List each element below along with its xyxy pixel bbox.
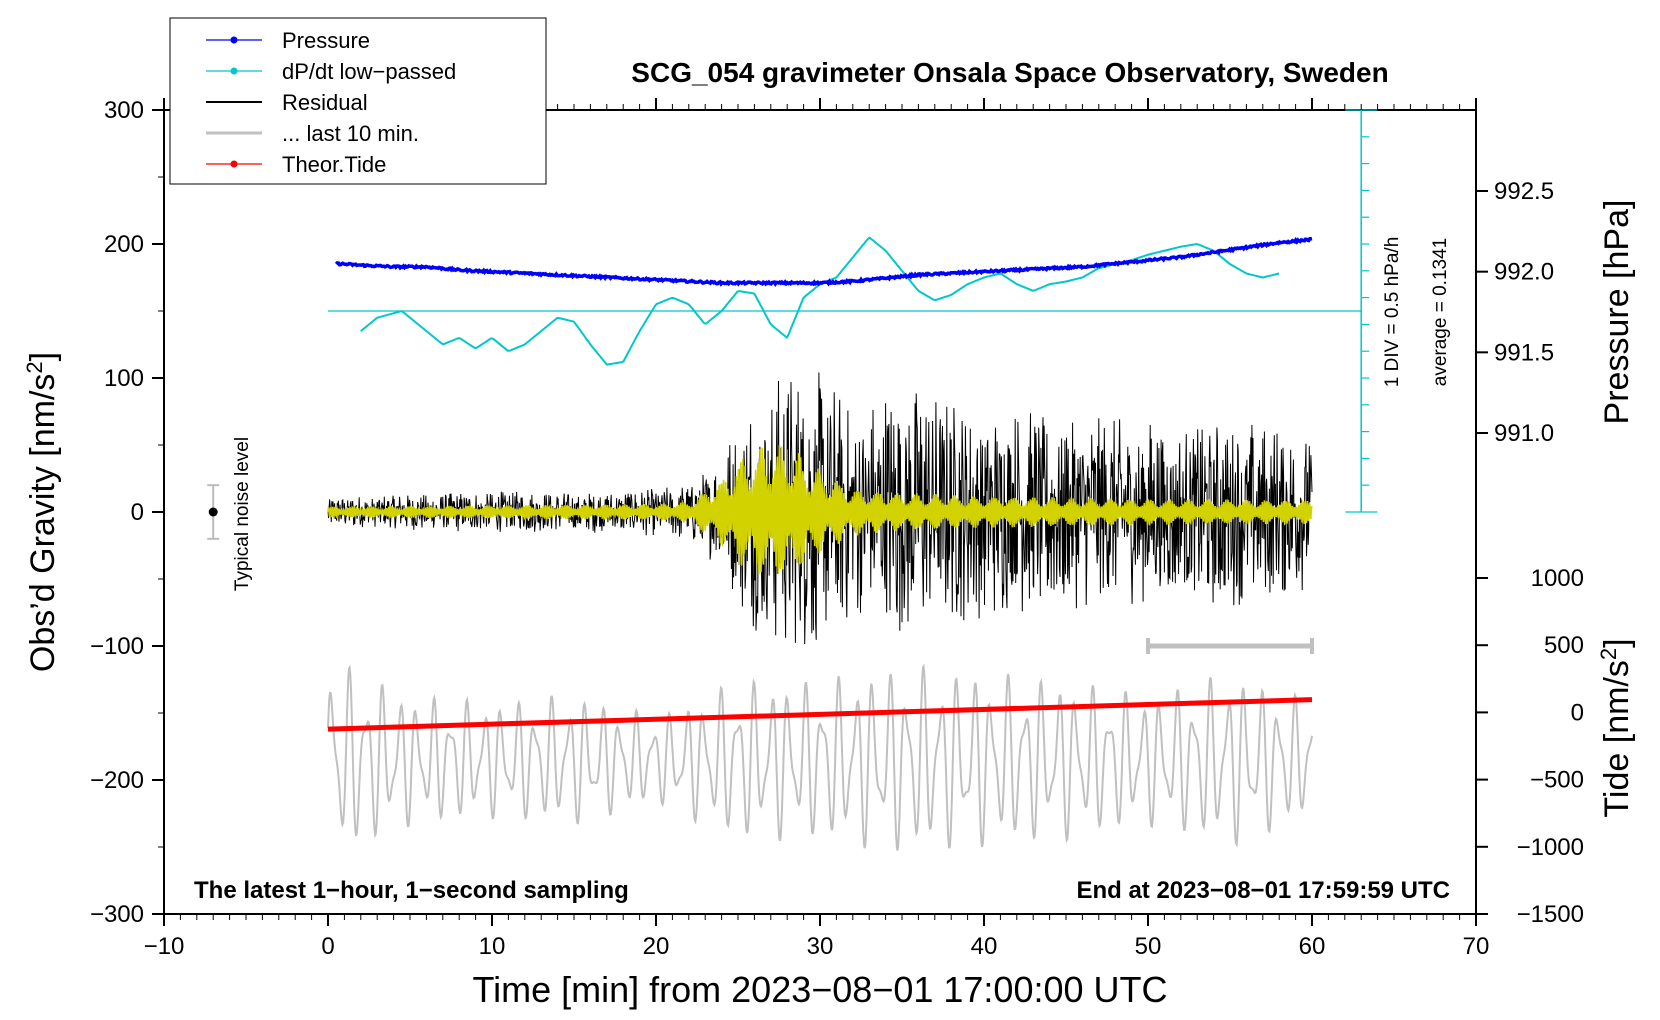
legend-label-pressure: Pressure	[282, 28, 370, 53]
y-axis-label-left-sup: 2	[22, 361, 47, 373]
pressure-line	[334, 236, 1313, 288]
x-tick-label: 60	[1299, 933, 1326, 960]
legend: Pressure dP/dt low−passed Residual ... l…	[169, 17, 547, 185]
noise-level-bar	[207, 484, 220, 540]
y-axis-label-tide-end: ]	[1598, 638, 1636, 647]
y-tick-label: −100	[90, 633, 144, 660]
theor-tide-line	[327, 697, 1313, 732]
series-pressure	[334, 236, 1313, 288]
last-10-min-line	[327, 663, 1313, 851]
y-tick-label: −300	[90, 901, 144, 928]
annotation-end-time: End at 2023−08−01 17:59:59 UTC	[1076, 877, 1450, 904]
y-axis-label-tide-sup: 2	[1596, 648, 1621, 660]
x-tick-label: 50	[1135, 933, 1162, 960]
y-axis-label-left-main: Obs’d Gravity [nm/s	[24, 374, 62, 673]
pressure-tick-label: 991.0	[1494, 420, 1554, 447]
x-tick-label: 30	[807, 933, 834, 960]
legend-label-tide: Theor.Tide	[282, 152, 386, 177]
tide-tick-label: 1000	[1531, 565, 1584, 592]
x-axis-label: Time [min] from 2023−08−01 17:00:00 UTC	[472, 969, 1167, 1010]
series-filtered	[327, 444, 1313, 575]
dpdt-scale	[328, 109, 1378, 513]
y-axis-label-tide-main: Tide [nm/s	[1598, 660, 1636, 817]
legend-marker-tide	[230, 160, 238, 168]
y-axis-label-tide: Tide [nm/s2]	[1596, 638, 1636, 817]
series-dpdt	[360, 236, 1280, 366]
y-axis-label-left-end: ]	[24, 352, 62, 361]
y-axis-label-left: Obs’d Gravity [nm/s2]	[22, 352, 62, 672]
x-tick-label: 70	[1463, 933, 1490, 960]
y-tick-label: −200	[90, 767, 144, 794]
annotation-noise-level: Typical noise level	[232, 437, 253, 591]
x-tick-label: 20	[643, 933, 670, 960]
series-residual	[327, 372, 1313, 645]
tide-tick-label: 0	[1571, 699, 1584, 726]
pressure-tick-label: 992.5	[1494, 178, 1554, 205]
tide-tick-label: −1000	[1517, 834, 1584, 861]
dpdt-line	[360, 236, 1280, 366]
y-tick-label: 200	[104, 231, 144, 258]
y-tick-label: 300	[104, 97, 144, 124]
legend-label-dpdt: dP/dt low−passed	[282, 59, 456, 84]
legend-label-last10: ... last 10 min.	[282, 121, 419, 146]
x-tick-label: 10	[479, 933, 506, 960]
tide-tick-label: −500	[1530, 767, 1584, 794]
residual-line	[327, 372, 1313, 645]
last-10-min-bar	[1146, 638, 1314, 654]
legend-label-residual: Residual	[282, 90, 368, 115]
annotation-sampling: The latest 1−hour, 1−second sampling	[194, 877, 629, 904]
annotation-average: average = 0.1341	[1430, 238, 1451, 386]
filtered-line	[327, 444, 1313, 575]
tide-tick-label: 500	[1544, 632, 1584, 659]
legend-marker-pressure	[230, 36, 238, 44]
axes: −10 0 10 20 30 40 50 60 703002001000−100−200−300…	[90, 97, 1584, 960]
tide-tick-label: −1500	[1517, 901, 1584, 928]
chart-title: SCG_054 gravimeter Onsala Space Observat…	[631, 57, 1388, 88]
legend-marker-dpdt	[230, 67, 238, 75]
series-last-10-min	[327, 663, 1313, 851]
y-tick-label: 100	[104, 365, 144, 392]
y-tick-label: 0	[131, 499, 144, 526]
pressure-tick-label: 992.0	[1494, 259, 1554, 286]
series-theor-tide	[327, 697, 1313, 732]
x-tick-label: 40	[971, 933, 998, 960]
pressure-tick-label: 991.5	[1494, 339, 1554, 366]
x-tick-label: −10	[144, 933, 185, 960]
x-tick-label: 0	[321, 933, 334, 960]
y-axis-label-pressure: Pressure [hPa]	[1598, 200, 1636, 425]
noise-bar-dot	[208, 507, 218, 517]
annotation-div: 1 DIV = 0.5 hPa/h	[1382, 237, 1403, 388]
